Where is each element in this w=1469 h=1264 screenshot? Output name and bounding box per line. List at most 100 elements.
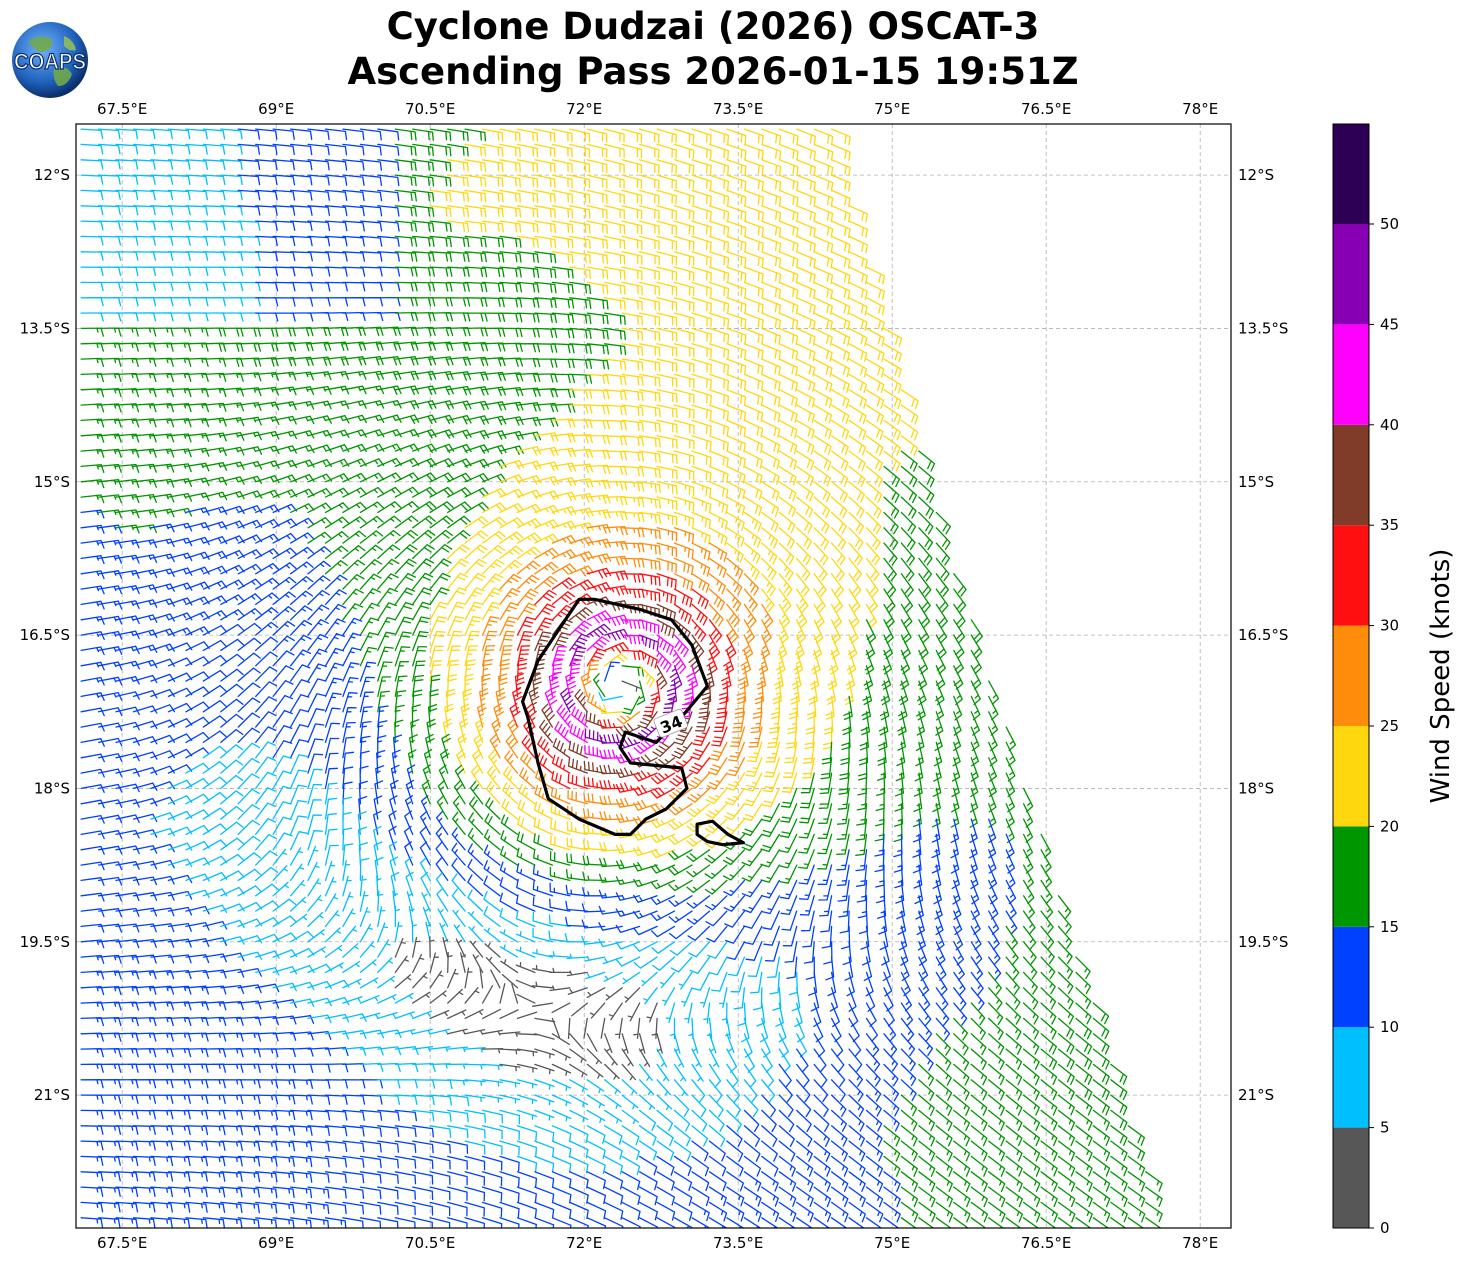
wind-barb <box>673 1094 690 1118</box>
wind-barb <box>289 679 311 698</box>
lat-tick-left: 18°S <box>34 779 70 797</box>
wind-barb <box>551 604 575 621</box>
wind-barb <box>481 659 493 682</box>
wind-barb <box>516 235 539 249</box>
wind-barb <box>935 925 945 951</box>
wind-barb <box>1022 1079 1040 1101</box>
wind-barb <box>342 356 367 366</box>
wind-barb <box>307 266 331 277</box>
wind-barb <box>359 923 373 943</box>
wind-barb <box>820 910 833 933</box>
wind-barb <box>684 680 695 705</box>
wind-barb <box>499 645 513 667</box>
wind-barb <box>817 833 833 855</box>
wind-barb <box>272 1109 296 1121</box>
wind-barb <box>761 312 782 330</box>
wind-barb <box>272 755 292 774</box>
wind-barb <box>1022 987 1039 1010</box>
wind-barb <box>342 751 355 774</box>
wind-barb <box>1110 1094 1128 1116</box>
wind-barb <box>580 672 592 698</box>
wind-barb <box>830 189 851 208</box>
wind-barb <box>1005 833 1015 859</box>
colorbar-segment <box>1333 123 1369 224</box>
wind-barb <box>534 547 559 560</box>
wind-barb <box>394 974 412 989</box>
wind-barb <box>743 1109 760 1133</box>
wind-barb <box>633 941 658 952</box>
wind-barb <box>307 159 330 171</box>
wind-barb <box>115 205 139 216</box>
wind-barb <box>621 1140 640 1161</box>
wind-barb <box>289 634 312 652</box>
wind-barb <box>324 692 342 713</box>
wind-barb <box>469 780 484 805</box>
wind-barb <box>481 205 504 218</box>
wind-barb <box>150 312 174 322</box>
wind-barb <box>865 573 879 598</box>
wind-barb <box>883 1002 895 1027</box>
wind-barb <box>837 787 850 810</box>
wind-barb <box>708 573 726 595</box>
wind-barb <box>115 235 139 246</box>
wind-barb <box>202 266 226 277</box>
wind-barb <box>1005 987 1021 1010</box>
wind-barb <box>132 923 157 933</box>
wind-barb <box>412 501 437 514</box>
wind-barb <box>673 143 695 160</box>
wind-barb <box>599 734 623 744</box>
wind-barb <box>359 588 381 606</box>
wind-barb <box>778 174 799 192</box>
wind-barb <box>359 959 377 974</box>
wind-barb <box>865 435 884 456</box>
wind-barb <box>359 765 369 790</box>
wind-barb <box>237 297 261 307</box>
wind-barb <box>324 844 339 866</box>
wind-barb <box>447 385 472 396</box>
wind-barb <box>342 1125 365 1137</box>
wind-barb <box>900 1002 914 1027</box>
wind-barb <box>272 1217 295 1228</box>
wind-barb <box>307 946 326 958</box>
wind-barb <box>865 1033 880 1057</box>
wind-barb <box>604 251 626 265</box>
wind-barb <box>237 984 262 994</box>
wind-barb <box>404 856 414 882</box>
wind-barb <box>1092 1033 1110 1055</box>
wind-barb <box>778 312 799 330</box>
wind-barb <box>500 959 519 974</box>
wind-barb <box>342 174 365 186</box>
wind-barb <box>447 1046 469 1053</box>
wind-barb <box>691 1155 710 1177</box>
wind-barb <box>516 518 542 529</box>
wind-barb <box>708 1171 727 1192</box>
wind-barb <box>551 591 576 606</box>
wind-barb <box>796 205 816 223</box>
wind-barb <box>220 235 244 246</box>
wind-barb <box>848 435 867 456</box>
wind-barb <box>499 159 521 173</box>
wind-barb <box>726 1155 744 1177</box>
wind-barb <box>600 1017 606 1039</box>
colorbar-segment <box>1333 224 1369 325</box>
wind-barb <box>289 799 308 820</box>
wind-barb <box>520 751 536 774</box>
wind-barb <box>342 978 362 989</box>
wind-barb <box>743 1079 758 1103</box>
wind-barb <box>342 545 366 560</box>
wind-barb <box>743 1186 762 1207</box>
wind-barb <box>516 546 541 560</box>
wind-barb <box>272 665 295 682</box>
wind-barb <box>813 205 834 223</box>
wind-barb <box>1040 1094 1058 1116</box>
wind-barb <box>150 734 176 744</box>
wind-barb <box>668 864 693 876</box>
wind-barb <box>970 864 979 890</box>
wind-barb <box>394 921 403 943</box>
wind-barb <box>638 1125 657 1146</box>
wind-barb <box>819 895 833 917</box>
wind-barb <box>534 617 554 636</box>
wind-barb <box>551 1002 571 1014</box>
wind-barb <box>900 542 916 566</box>
